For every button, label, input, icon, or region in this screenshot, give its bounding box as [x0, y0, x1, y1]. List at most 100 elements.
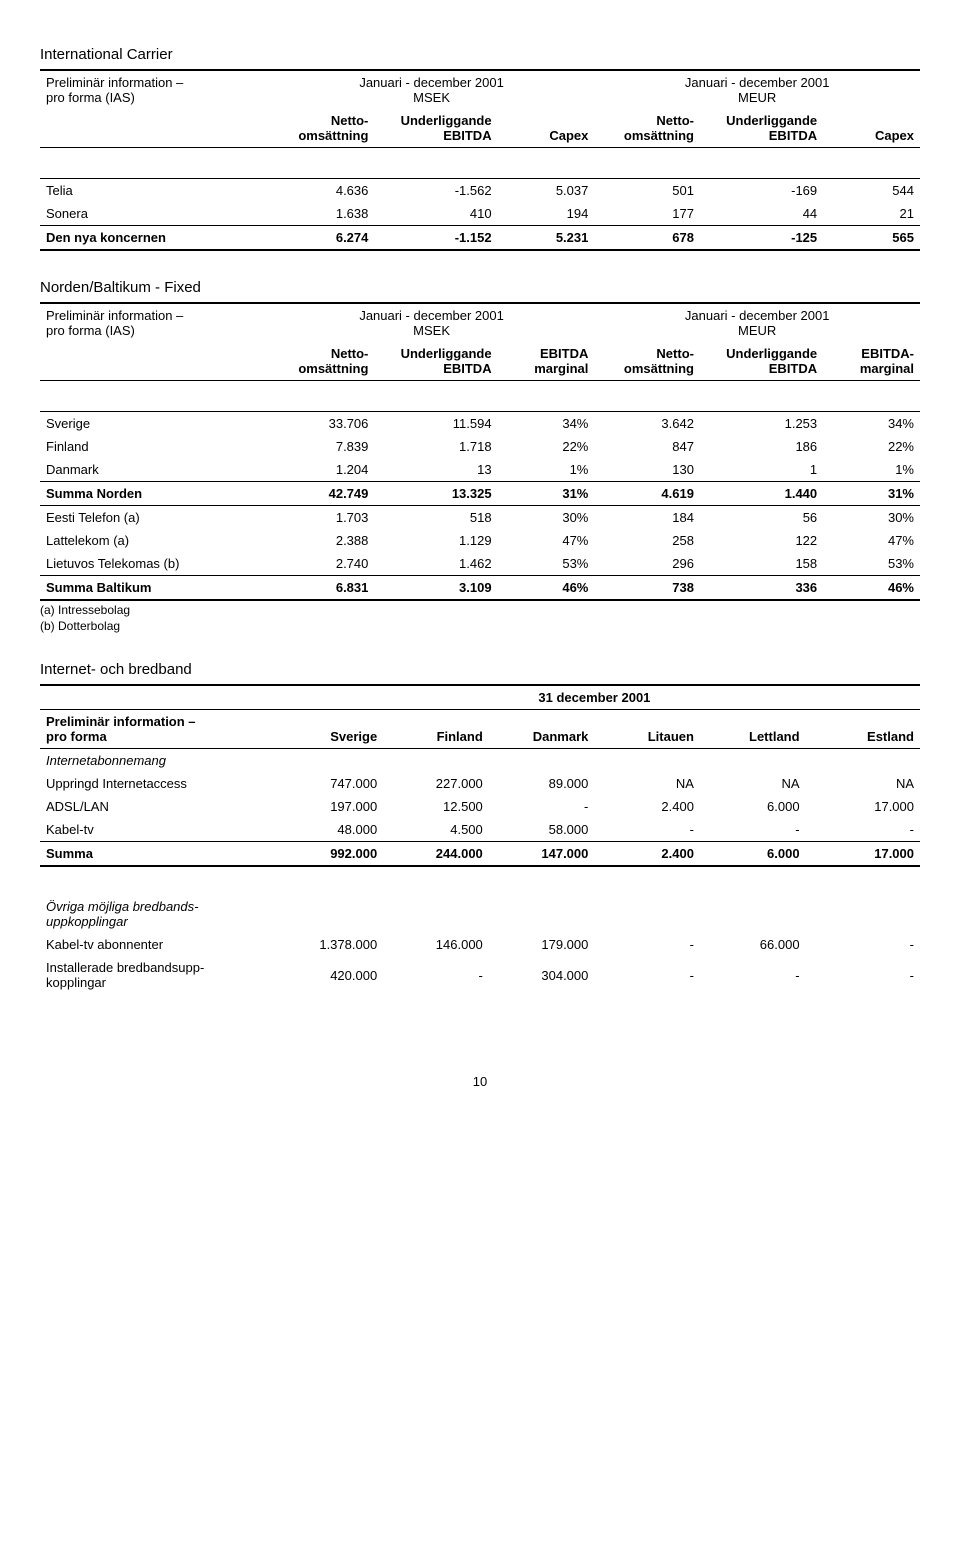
- cell: -: [700, 956, 806, 994]
- table-row: Installerade bredbandsupp- kopplingar 42…: [40, 956, 920, 994]
- table-row: Eesti Telefon (a) 1.703 518 30% 184 56 3…: [40, 506, 920, 529]
- table-row: Lattelekom (a) 2.388 1.129 47% 258 122 4…: [40, 529, 920, 552]
- col-under-2: Underliggande EBITDA: [700, 109, 823, 147]
- cell: 678: [594, 226, 700, 249]
- row-label: Kabel-tv: [40, 818, 269, 841]
- cell: 33.706: [269, 412, 375, 435]
- cell: 1.440: [700, 482, 823, 505]
- cell: 544: [823, 179, 920, 202]
- extra-group-label: Övriga möjliga bredbands- uppkopplingar: [40, 895, 269, 933]
- footnote-b: (b) Dotterbolag: [40, 619, 920, 633]
- cell: 46%: [498, 576, 595, 599]
- cell: 501: [594, 179, 700, 202]
- total-row: Den nya koncernen 6.274 -1.152 5.231 678…: [40, 226, 920, 249]
- cell: 2.388: [269, 529, 375, 552]
- cell: 66.000: [700, 933, 806, 956]
- cell: 34%: [498, 412, 595, 435]
- cell: 44: [700, 202, 823, 225]
- table-international-carrier: Preliminär information – pro forma (IAS)…: [40, 71, 920, 251]
- cell: 21: [823, 202, 920, 225]
- info-label: Preliminär information – pro forma: [40, 710, 269, 748]
- col-netto-1: Netto- omsättning: [269, 342, 375, 380]
- cell: NA: [700, 772, 806, 795]
- col-header: Litauen: [594, 710, 700, 748]
- cell: 296: [594, 552, 700, 575]
- row-label: Sverige: [40, 412, 269, 435]
- cell: 3.109: [374, 576, 497, 599]
- cell: 1.703: [269, 506, 375, 529]
- cell: -: [806, 818, 920, 841]
- cell: 244.000: [383, 842, 489, 865]
- cell: 31%: [823, 482, 920, 505]
- cell: 992.000: [269, 842, 383, 865]
- col-capex-1: Capex: [498, 109, 595, 147]
- table-internet-bredband: 31 december 2001 Preliminär information …: [40, 686, 920, 994]
- cell: NA: [806, 772, 920, 795]
- info-label: Preliminär information – pro forma (IAS): [40, 304, 269, 342]
- cell: 31%: [498, 482, 595, 505]
- row-label: Summa Norden: [40, 482, 269, 505]
- row-label: Den nya koncernen: [40, 226, 269, 249]
- cell: 12.500: [383, 795, 489, 818]
- table-row: Lietuvos Telekomas (b) 2.740 1.462 53% 2…: [40, 552, 920, 575]
- cell: 4.500: [383, 818, 489, 841]
- cell: 5.231: [498, 226, 595, 249]
- cell: 1%: [823, 458, 920, 481]
- cell: 30%: [823, 506, 920, 529]
- cell: 1.462: [374, 552, 497, 575]
- cell: 747.000: [269, 772, 383, 795]
- row-label: Eesti Telefon (a): [40, 506, 269, 529]
- cell: 336: [700, 576, 823, 599]
- cell: -: [806, 933, 920, 956]
- cell: 6.274: [269, 226, 375, 249]
- cell: 5.037: [498, 179, 595, 202]
- cell: 47%: [498, 529, 595, 552]
- row-label: Summa Baltikum: [40, 576, 269, 599]
- col-margin-1: EBITDA marginal: [498, 342, 595, 380]
- cell: 410: [374, 202, 497, 225]
- col-netto-2: Netto- omsättning: [594, 109, 700, 147]
- cell: 42.749: [269, 482, 375, 505]
- table-norden-baltikum: Preliminär information – pro forma (IAS)…: [40, 304, 920, 601]
- cell: 3.642: [594, 412, 700, 435]
- col-header: Lettland: [700, 710, 806, 748]
- row-label: Lattelekom (a): [40, 529, 269, 552]
- cell: -125: [700, 226, 823, 249]
- row-label: ADSL/LAN: [40, 795, 269, 818]
- cell: 13: [374, 458, 497, 481]
- period-meur: Januari - december 2001 MEUR: [594, 304, 920, 342]
- table-row: Uppringd Internetaccess 747.000 227.000 …: [40, 772, 920, 795]
- subtotal-row: Summa Baltikum 6.831 3.109 46% 738 336 4…: [40, 576, 920, 599]
- section1-title: International Carrier: [40, 46, 920, 63]
- cell: 420.000: [269, 956, 383, 994]
- col-margin-2: EBITDA- marginal: [823, 342, 920, 380]
- cell: 1.253: [700, 412, 823, 435]
- row-label: Danmark: [40, 458, 269, 481]
- section3-title: Internet- och bredband: [40, 661, 920, 678]
- cell: 2.740: [269, 552, 375, 575]
- cell: 53%: [823, 552, 920, 575]
- cell: 130: [594, 458, 700, 481]
- cell: 34%: [823, 412, 920, 435]
- cell: 56: [700, 506, 823, 529]
- cell: 4.636: [269, 179, 375, 202]
- col-capex-2: Capex: [823, 109, 920, 147]
- row-label: Finland: [40, 435, 269, 458]
- cell: 58.000: [489, 818, 595, 841]
- info-label: Preliminär information – pro forma (IAS): [40, 71, 269, 109]
- col-header: Finland: [383, 710, 489, 748]
- table-row: Finland 7.839 1.718 22% 847 186 22%: [40, 435, 920, 458]
- cell: 2.400: [594, 842, 700, 865]
- cell: 179.000: [489, 933, 595, 956]
- table-row: ADSL/LAN 197.000 12.500 - 2.400 6.000 17…: [40, 795, 920, 818]
- col-header: Danmark: [489, 710, 595, 748]
- cell: 17.000: [806, 842, 920, 865]
- period-msek: Januari - december 2001 MSEK: [269, 71, 595, 109]
- row-label: Sonera: [40, 202, 269, 225]
- cell: 6.000: [700, 795, 806, 818]
- cell: -: [700, 818, 806, 841]
- cell: 4.619: [594, 482, 700, 505]
- cell: 47%: [823, 529, 920, 552]
- table-row: Kabel-tv 48.000 4.500 58.000 - - -: [40, 818, 920, 841]
- cell: -: [489, 795, 595, 818]
